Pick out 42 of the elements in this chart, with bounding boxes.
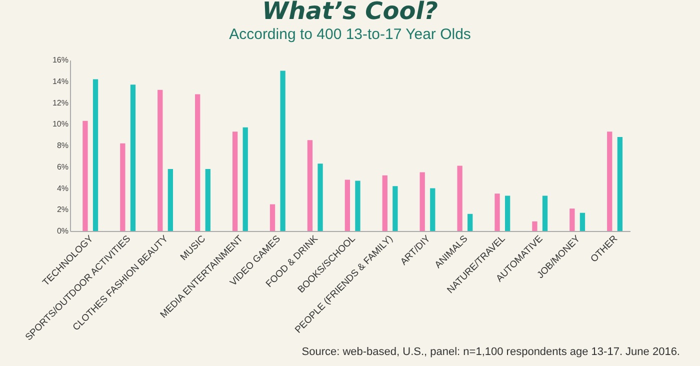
bar <box>82 120 88 231</box>
source-note: Source: web-based, U.S., panel: n=1,100 respondents age 13-17. June 2016. <box>302 346 680 358</box>
bar <box>542 196 548 231</box>
bar <box>382 175 388 231</box>
y-tick-label: 16% <box>52 56 68 64</box>
bar <box>607 132 612 231</box>
bar <box>457 166 462 231</box>
bar <box>570 208 575 231</box>
bar <box>420 172 425 231</box>
bar <box>232 132 238 231</box>
y-tick-label: 2% <box>56 205 68 214</box>
y-tick-label: 12% <box>52 98 68 108</box>
bar <box>92 79 98 231</box>
bar <box>318 164 323 231</box>
bar <box>392 186 398 231</box>
bar <box>617 136 623 231</box>
bar <box>205 169 210 231</box>
bar <box>344 180 350 231</box>
y-tick-label: 10% <box>52 120 68 129</box>
y-tick-label: 0% <box>56 226 68 236</box>
bar <box>430 188 436 231</box>
bar <box>130 84 136 231</box>
y-tick-label: 8% <box>56 141 68 150</box>
bar <box>195 94 200 231</box>
bar <box>504 196 510 231</box>
bar <box>120 143 126 231</box>
bar <box>468 214 473 231</box>
bar <box>532 221 538 231</box>
bar <box>158 90 163 231</box>
bar <box>355 180 360 231</box>
bar <box>242 127 248 231</box>
bar <box>307 140 313 231</box>
bar <box>494 194 500 231</box>
y-tick-label: 6% <box>56 162 68 172</box>
chart-subtitle: According to 400 13-to-17 Year Olds <box>229 26 471 43</box>
bar <box>270 204 276 231</box>
y-tick-label: 14% <box>52 76 68 86</box>
chart-title: What’s Cool? <box>262 0 438 25</box>
bar <box>168 169 174 231</box>
bar <box>580 212 586 231</box>
bar <box>280 70 286 231</box>
y-tick-label: 4% <box>56 184 68 193</box>
